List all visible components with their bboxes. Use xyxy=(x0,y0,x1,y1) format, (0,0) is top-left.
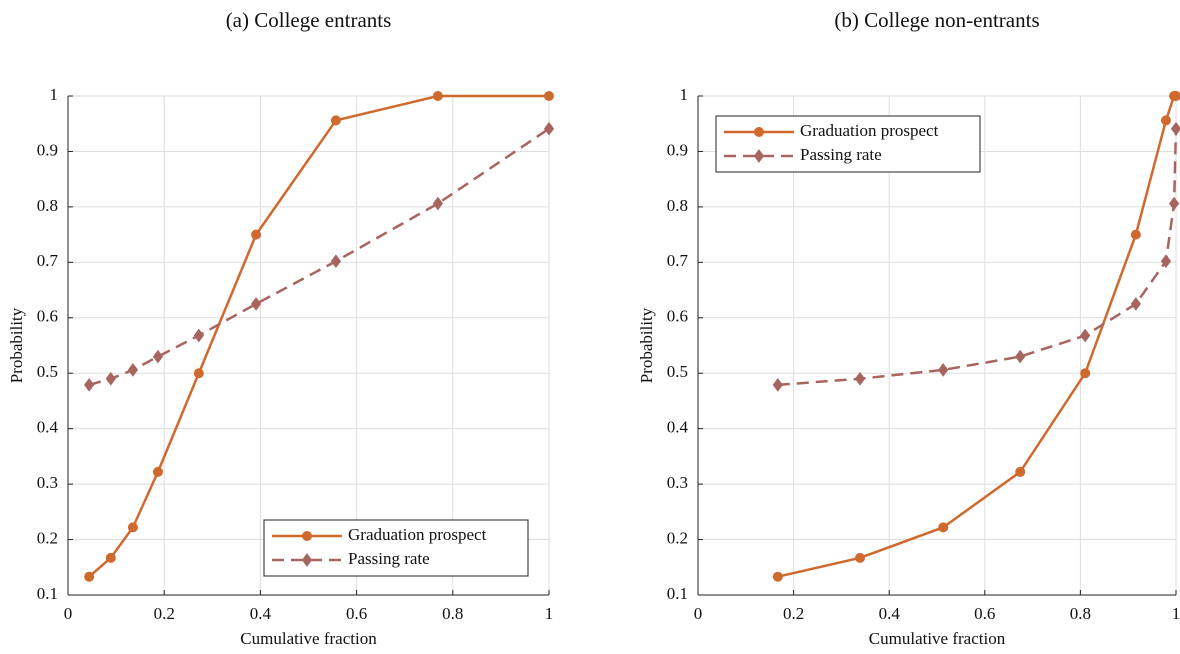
marker xyxy=(105,552,116,563)
x-tick-label: 0.2 xyxy=(154,604,175,623)
legend-label: Graduation prospect xyxy=(348,525,487,544)
legend-marker xyxy=(754,127,764,137)
marker xyxy=(152,466,163,477)
x-tick-label: 0.4 xyxy=(879,604,901,623)
marker xyxy=(330,254,342,269)
marker xyxy=(938,363,949,377)
marker xyxy=(193,368,204,379)
marker xyxy=(772,571,783,582)
y-tick-label: 0.5 xyxy=(667,362,688,381)
y-tick-label: 0.2 xyxy=(667,528,688,547)
marker xyxy=(543,121,555,136)
marker xyxy=(1160,254,1172,269)
y-tick-label: 0.1 xyxy=(667,584,688,603)
x-tick-label: 0.8 xyxy=(1070,604,1091,623)
y-tick-label: 0.6 xyxy=(37,307,58,326)
x-axis-label: Cumulative fraction xyxy=(240,629,377,648)
legend: Graduation prospect Passing rate xyxy=(263,519,529,577)
x-tick-label: 0.8 xyxy=(442,604,463,623)
y-tick-label: 1 xyxy=(50,85,59,104)
x-tick-label: 0.4 xyxy=(250,604,272,623)
marker xyxy=(193,328,204,343)
legend-marker xyxy=(302,531,312,541)
y-tick-label: 0.5 xyxy=(37,362,58,381)
marker xyxy=(1015,466,1026,477)
marker xyxy=(432,196,444,211)
marker xyxy=(1080,368,1091,379)
legend-label: Passing rate xyxy=(348,549,430,568)
marker xyxy=(854,371,866,386)
x-tick-label: 0.2 xyxy=(783,604,804,623)
marker xyxy=(1130,229,1141,240)
x-tick-label: 0 xyxy=(694,604,703,623)
marker xyxy=(1171,91,1180,101)
y-tick-label: 0.1 xyxy=(37,584,58,603)
legend-label: Passing rate xyxy=(800,145,882,164)
legend-box xyxy=(263,519,529,577)
marker xyxy=(938,522,949,533)
marker xyxy=(105,371,116,386)
y-tick-label: 0.9 xyxy=(37,140,58,159)
y-tick-label: 0.8 xyxy=(667,196,688,215)
y-tick-label: 0.8 xyxy=(37,196,58,215)
legend: Graduation prospect Passing rate xyxy=(715,115,981,173)
chart-title: (b) College non-entrants xyxy=(834,8,1039,32)
marker xyxy=(84,571,95,582)
y-tick-label: 0.7 xyxy=(37,251,59,270)
marker xyxy=(432,91,443,101)
legend-box xyxy=(715,115,981,173)
y-axis-label: Probability xyxy=(637,307,656,383)
x-tick-label: 1 xyxy=(1172,604,1180,623)
x-tick-label: 1 xyxy=(545,604,554,623)
marker xyxy=(1015,349,1026,364)
x-axis-label: Cumulative fraction xyxy=(869,629,1006,648)
y-tick-label: 0.6 xyxy=(667,307,688,326)
y-tick-label: 0.3 xyxy=(667,473,688,492)
marker xyxy=(127,363,139,377)
marker xyxy=(772,378,783,392)
x-tick-label: 0.6 xyxy=(346,604,367,623)
marker xyxy=(251,229,262,240)
marker xyxy=(1080,328,1091,343)
legend-marker xyxy=(753,149,765,163)
y-tick-label: 0.7 xyxy=(667,251,689,270)
legend-marker xyxy=(301,553,313,567)
y-tick-label: 0.9 xyxy=(667,140,688,159)
series-line xyxy=(88,94,549,578)
chart-title: (a) College entrants xyxy=(226,8,392,32)
y-tick-label: 0.4 xyxy=(37,418,59,437)
y-tick-label: 0.2 xyxy=(37,528,58,547)
marker xyxy=(1168,196,1180,211)
y-tick-label: 0.3 xyxy=(37,473,58,492)
marker xyxy=(250,297,262,311)
marker xyxy=(330,115,341,126)
plot: 0 0.2 0.4 0.6 0.8 1 0.1 0.2 0.3 0.4 0.5 0.6 0.7 0.8 0.… xyxy=(637,8,1180,648)
marker xyxy=(1170,121,1180,136)
marker xyxy=(152,349,164,364)
marker xyxy=(84,378,95,392)
marker xyxy=(1130,297,1141,311)
y-tick-label: 0.4 xyxy=(667,418,689,437)
x-tick-label: 0.6 xyxy=(974,604,995,623)
series-line xyxy=(88,127,550,387)
marker xyxy=(855,552,866,563)
y-axis-label: Probability xyxy=(7,307,26,383)
plot: 0 0.2 0.4 0.6 0.8 1 0.1 0.2 0.3 0.4 0.5 0.6 0.7 0.8 0.… xyxy=(7,8,553,648)
x-tick-label: 0 xyxy=(64,604,73,623)
y-tick-label: 1 xyxy=(680,85,689,104)
legend-label: Graduation prospect xyxy=(800,121,939,140)
marker xyxy=(127,522,138,533)
marker xyxy=(1160,115,1171,126)
marker xyxy=(544,91,554,101)
